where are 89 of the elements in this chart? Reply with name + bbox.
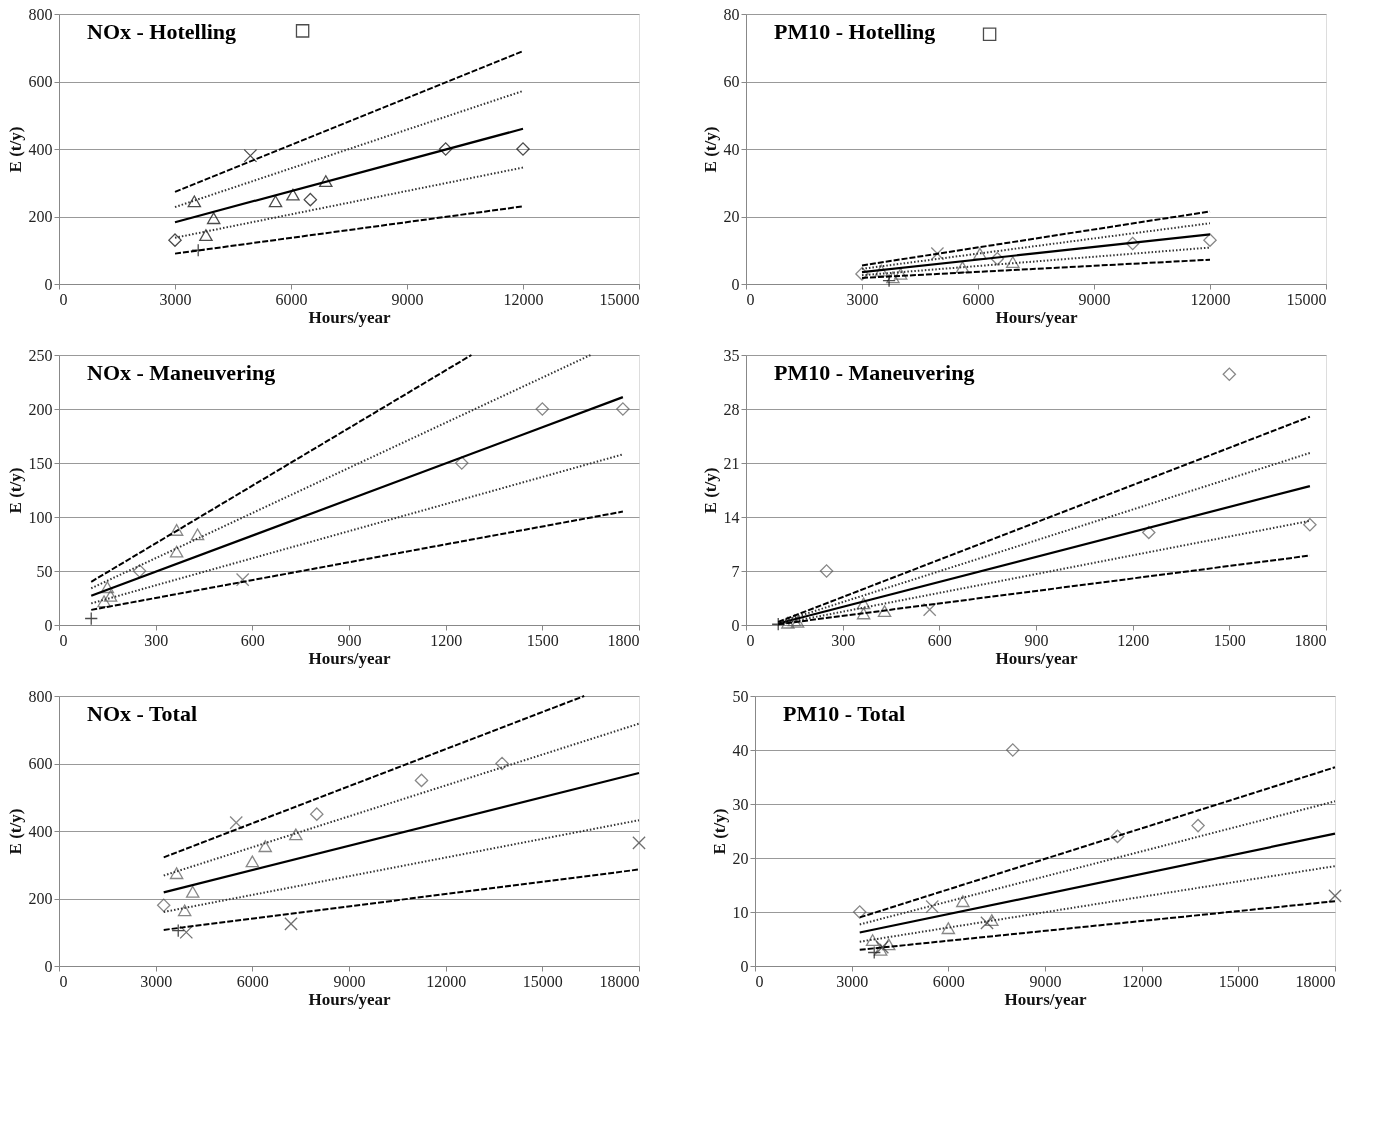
x-tick-label: 1800: [607, 631, 640, 649]
y-tick-label: 0: [44, 957, 53, 975]
y-tick-label: 80: [723, 5, 740, 23]
x-tick-label: 600: [240, 631, 265, 649]
y-tick-label: 40: [723, 140, 740, 158]
x-tick-label: 6000: [932, 972, 965, 990]
x-tick-label: 1200: [430, 631, 463, 649]
y-tick-label: 600: [28, 755, 53, 772]
x-tick-label: 9000: [1029, 972, 1062, 990]
x-tick-label: 1500: [1213, 631, 1246, 649]
x-axis-title: Hours/year: [995, 648, 1079, 668]
y-tick-label: 0: [44, 275, 53, 293]
y-tick-label: 400: [28, 140, 53, 158]
chart-title: PM10 - Maneuvering: [774, 360, 975, 385]
x-axis-title: Hours/year: [995, 307, 1079, 327]
y-tick-label: 150: [28, 454, 53, 472]
chart-title: NOx - Maneuvering: [87, 360, 276, 385]
x-tick-label: 3000: [846, 290, 879, 308]
y-axis-title: E (t/y): [700, 467, 720, 514]
x-tick-label: 300: [144, 631, 169, 649]
x-tick-label: 900: [337, 631, 362, 649]
x-tick-label: 12000: [1122, 972, 1163, 990]
y-tick-label: 7: [731, 562, 740, 580]
x-tick-label: 15000: [1286, 290, 1327, 308]
y-axis-title: E (t/y): [5, 808, 25, 855]
y-tick-label: 400: [28, 822, 53, 840]
x-tick-label: 3000: [159, 290, 192, 308]
x-tick-label: 15000: [599, 290, 640, 308]
y-axis-title: E (t/y): [700, 126, 720, 173]
x-tick-label: 9000: [333, 972, 366, 990]
y-tick-label: 21: [723, 454, 740, 472]
x-tick-label: 15000: [522, 972, 563, 990]
x-tick-label: 600: [927, 631, 952, 649]
x-tick-label: 15000: [1218, 972, 1259, 990]
y-tick-label: 200: [28, 890, 53, 907]
x-tick-label: 1500: [526, 631, 559, 649]
x-tick-label: 0: [59, 972, 68, 990]
y-tick-label: 0: [731, 275, 740, 293]
y-tick-label: 10: [732, 903, 749, 921]
y-tick-label: 200: [28, 208, 53, 225]
x-tick-label: 18000: [1295, 972, 1336, 990]
chart-title: NOx - Total: [87, 701, 198, 726]
y-tick-label: 60: [723, 73, 740, 90]
x-tick-label: 0: [59, 290, 68, 308]
chart-title: PM10 - Total: [783, 701, 906, 726]
x-tick-label: 9000: [1078, 290, 1111, 308]
x-tick-label: 3000: [140, 972, 173, 990]
y-tick-label: 0: [44, 616, 53, 634]
y-tick-label: 100: [28, 508, 53, 526]
x-axis-title: Hours/year: [308, 307, 392, 327]
x-tick-label: 12000: [503, 290, 544, 308]
x-axis-title: Hours/year: [1004, 989, 1088, 1009]
y-axis-title: E (t/y): [709, 808, 729, 855]
y-tick-label: 600: [28, 73, 53, 90]
y-tick-label: 28: [723, 400, 740, 418]
y-tick-label: 200: [28, 400, 53, 418]
y-tick-label: 40: [732, 741, 749, 759]
x-tick-label: 300: [831, 631, 856, 649]
y-tick-label: 800: [28, 687, 53, 705]
y-axis-title: E (t/y): [5, 467, 25, 514]
y-tick-label: 50: [732, 687, 749, 705]
x-tick-label: 6000: [236, 972, 269, 990]
y-tick-label: 35: [723, 346, 740, 364]
x-tick-label: 9000: [391, 290, 424, 308]
x-tick-label: 0: [755, 972, 764, 990]
x-axis-title: Hours/year: [308, 648, 392, 668]
chart-title: PM10 - Hotelling: [774, 19, 936, 44]
y-tick-label: 30: [732, 795, 749, 813]
y-tick-label: 50: [36, 562, 53, 580]
y-tick-label: 0: [740, 957, 749, 975]
y-axis-title: E (t/y): [5, 126, 25, 173]
x-axis-title: Hours/year: [308, 989, 392, 1009]
x-tick-label: 6000: [275, 290, 308, 308]
y-tick-label: 800: [28, 5, 53, 23]
x-tick-label: 1800: [1294, 631, 1327, 649]
x-tick-label: 3000: [836, 972, 869, 990]
y-tick-label: 0: [731, 616, 740, 634]
x-tick-label: 6000: [962, 290, 995, 308]
x-tick-label: 18000: [599, 972, 640, 990]
x-tick-label: 0: [59, 631, 68, 649]
y-tick-label: 20: [732, 849, 749, 867]
y-tick-label: 20: [723, 208, 740, 225]
x-tick-label: 12000: [426, 972, 467, 990]
y-tick-label: 14: [723, 508, 740, 526]
x-tick-label: 12000: [1190, 290, 1231, 308]
y-tick-label: 250: [28, 346, 53, 364]
x-tick-label: 1200: [1117, 631, 1150, 649]
chart-title: NOx - Hotelling: [87, 19, 237, 44]
x-tick-label: 900: [1024, 631, 1049, 649]
